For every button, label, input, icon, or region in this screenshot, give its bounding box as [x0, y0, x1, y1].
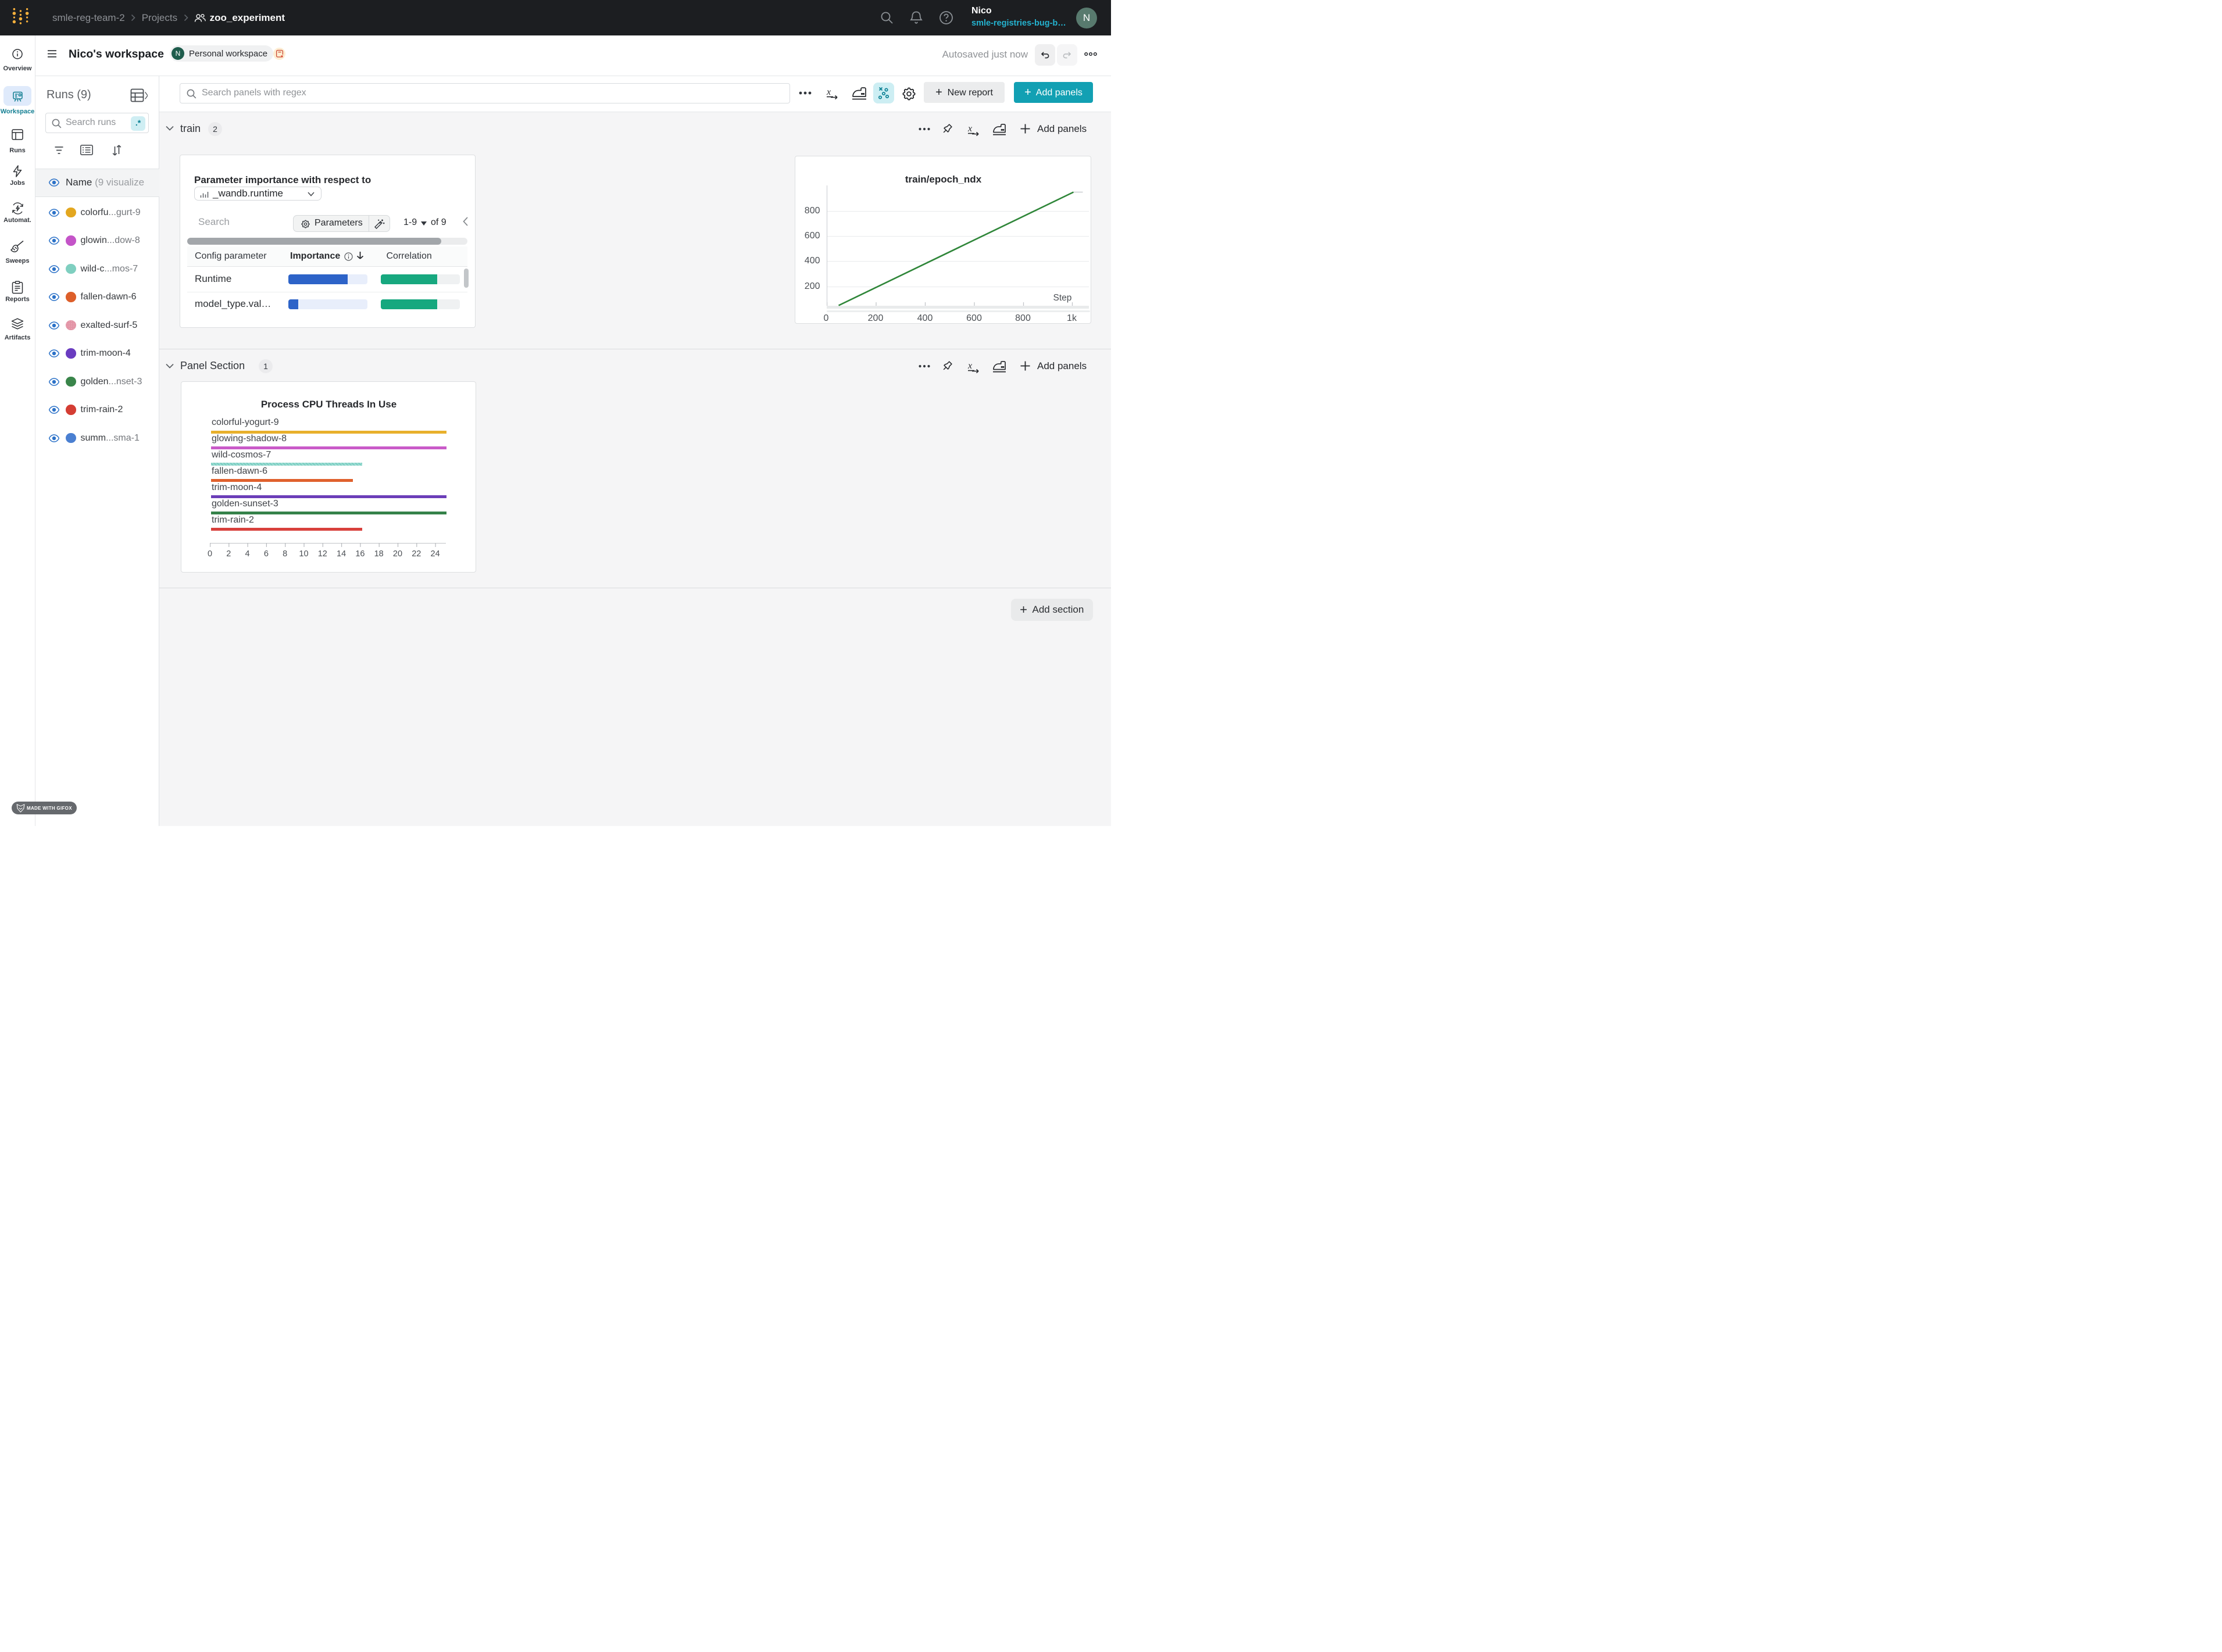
svg-text:x: x	[967, 361, 972, 371]
svg-text:x: x	[826, 87, 831, 97]
svg-text:x: x	[967, 124, 972, 134]
